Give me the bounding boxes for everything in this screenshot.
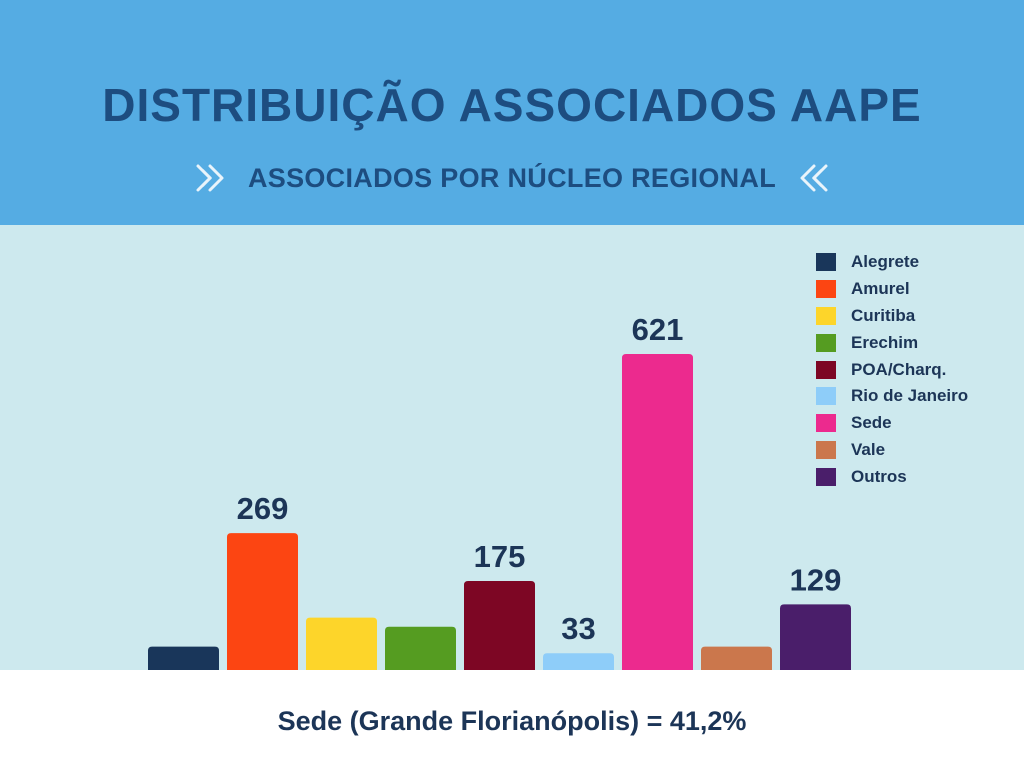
page-subtitle: ASSOCIADOS POR NÚCLEO REGIONAL [247,162,777,193]
legend-item-outros: Outros [816,463,968,490]
legend-item-erechim: Erechim [816,329,968,356]
value-label-sede: 621 [632,312,684,347]
footer-note: Sede (Grande Florianópolis) = 41,2% [277,706,747,736]
legend-label: Sede [851,413,892,433]
bar-amurel [227,533,298,670]
legend-item-sede: Sede [816,410,968,437]
legend-swatch [816,280,836,299]
legend-item-poa-charq: POA/Charq. [816,356,968,383]
legend-swatch [816,440,836,459]
double-chevron-left-icon [800,164,828,192]
legend-swatch [816,387,836,406]
legend-label: Rio de Janeiro [851,386,969,406]
bar-chart: 269 175 33 621 129 [148,312,851,670]
legend-label: Outros [851,466,907,486]
bar-poa-charq [464,580,535,670]
legend-swatch [816,360,836,379]
double-chevron-right-icon [196,164,224,192]
legend-label: Curitiba [851,305,916,325]
legend-label: Vale [851,439,886,459]
bar-sede [622,354,693,670]
legend-item-curitiba: Curitiba [816,303,968,330]
legend-swatch [816,467,836,486]
footer: Sede (Grande Florianópolis) = 41,2% [0,670,1024,768]
bar-alegrete [148,646,219,670]
chart-area: 269 175 33 621 129 Alegrete Amurel Curitiba Ere… [0,225,1024,670]
value-label-amurel: 269 [237,491,289,526]
legend-label: Erechim [851,332,919,352]
legend-swatch [816,306,836,325]
chart-legend: Alegrete Amurel Curitiba Erechim POA/Charq. R… [816,249,968,490]
legend-label: Alegrete [851,252,920,272]
legend-label: Amurel [851,279,910,299]
value-label-poa-charq: 175 [474,539,526,574]
bar-erechim [385,626,456,670]
legend-swatch [816,414,836,433]
bar-outros [780,604,851,670]
legend-item-vale: Vale [816,437,968,464]
legend-swatch [816,253,836,272]
legend-label: POA/Charq. [851,359,947,379]
legend-item-rio-de-janeiro: Rio de Janeiro [816,383,968,410]
value-label-outros: 129 [790,562,842,597]
value-label-rio-de-janeiro: 33 [561,611,595,646]
legend-swatch [816,333,836,352]
subtitle-row: ASSOCIADOS POR NÚCLEO REGIONAL [0,156,1024,200]
bar-curitiba [306,617,377,670]
header-banner: DISTRIBUIÇÃO ASSOCIADOS AAPE ASSOCIADOS … [0,0,1024,225]
bar-rio-de-janeiro [543,653,614,670]
legend-item-amurel: Amurel [816,276,968,303]
legend-item-alegrete: Alegrete [816,249,968,276]
bar-vale [701,646,772,670]
page-title: DISTRIBUIÇÃO ASSOCIADOS AAPE [102,79,922,131]
